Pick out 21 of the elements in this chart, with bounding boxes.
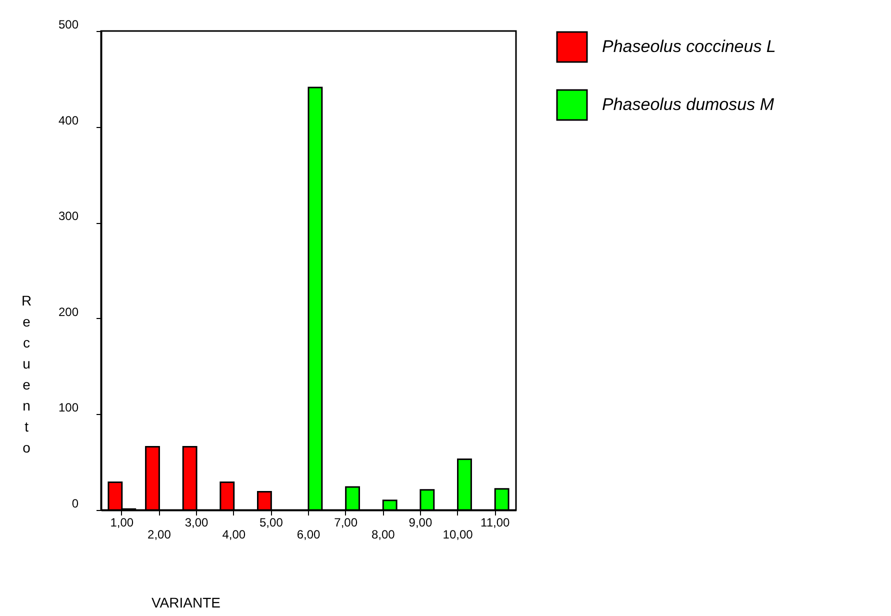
x-axis-title: VARIANTE <box>152 594 220 610</box>
x-tick-label: 7,00 <box>334 516 358 530</box>
x-tick-label: 6,00 <box>296 528 320 542</box>
y-tick-label: 100 <box>58 400 79 415</box>
x-tick-label: 5,00 <box>260 516 284 530</box>
legend-label: Phaseolus coccineus L <box>602 37 776 56</box>
legend-label: Phaseolus dumosus M <box>602 95 775 114</box>
x-tick-label: 3,00 <box>184 516 209 530</box>
x-tick-label: 2,00 <box>148 528 172 542</box>
x-tick-label: 8,00 <box>371 528 396 542</box>
y-axis-title: Recuento <box>21 292 32 456</box>
x-tick-label: 4,00 <box>222 528 246 542</box>
x-tick-label: 11,00 <box>480 516 510 530</box>
x-tick-label: 10,00 <box>442 528 474 542</box>
y-tick-label: 0 <box>72 496 79 510</box>
y-tick-label: 300 <box>58 209 79 224</box>
x-tick-label: 1,00 <box>110 516 134 530</box>
y-tick-label: 200 <box>58 304 79 319</box>
y-tick-label: 500 <box>58 18 79 32</box>
x-tick-label: 9,00 <box>408 516 432 530</box>
y-tick-label: 400 <box>58 113 79 128</box>
